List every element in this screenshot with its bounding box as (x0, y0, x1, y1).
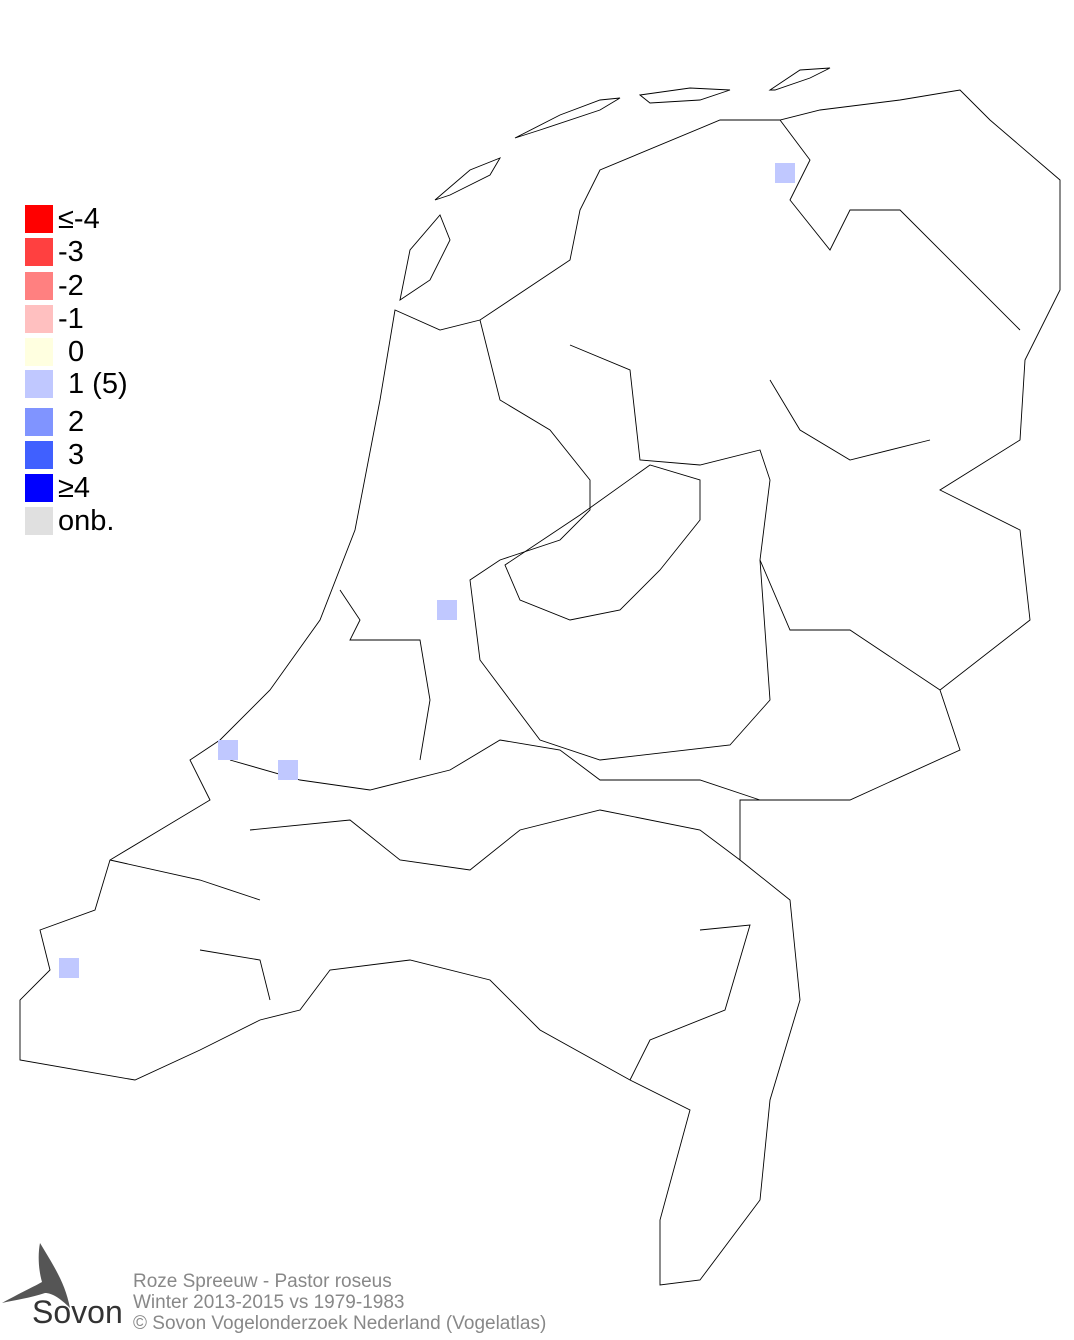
legend-item: ≥4 (25, 472, 165, 504)
copyright-text: © Sovon Vogelonderzoek Nederland (Vogela… (133, 1313, 547, 1334)
grid-cells (59, 163, 795, 978)
legend-swatch (25, 305, 53, 333)
sovon-swallow-logo (2, 1243, 70, 1308)
legend-item: ≤-4 (25, 203, 165, 235)
legend-swatch (25, 441, 53, 469)
legend-label: ≥4 (58, 472, 91, 504)
legend-swatch (25, 370, 53, 398)
ijsselmeer-shore (469, 319, 771, 761)
mainland-outline (19, 89, 1061, 1286)
legend-swatch (25, 474, 53, 502)
legend-label: 1 (5) (68, 368, 128, 400)
legend-swatch (25, 272, 53, 300)
species-title: Roze Spreeuw - Pastor roseus (133, 1271, 392, 1292)
legend-swatch (25, 408, 53, 436)
grid-cell[interactable] (775, 163, 795, 183)
grid-cell[interactable] (59, 958, 79, 978)
legend-item: 1 (5) (25, 368, 165, 400)
legend-swatch (25, 238, 53, 266)
legend-label: -2 (58, 270, 84, 302)
legend-item: 2 (25, 406, 165, 438)
legend-item: onb. (25, 505, 165, 537)
logo-text: Sovon (32, 1294, 123, 1330)
legend-label: -3 (58, 236, 84, 268)
legend-item: -2 (25, 270, 165, 302)
grid-cell[interactable] (218, 740, 238, 760)
legend-label: -1 (58, 303, 84, 335)
legend-label: 3 (68, 439, 85, 471)
grid-cell[interactable] (278, 760, 298, 780)
legend-label: 2 (68, 406, 85, 438)
wadden-islands (399, 67, 831, 301)
legend-label: 0 (68, 336, 85, 368)
grid-cell[interactable] (437, 600, 457, 620)
legend-swatch (25, 507, 53, 535)
legend-item: -3 (25, 236, 165, 268)
legend-label: ≤-4 (58, 203, 100, 235)
legend-item: 0 (25, 336, 165, 368)
legend-label: onb. (58, 505, 115, 537)
province-borders (109, 119, 1021, 1081)
flevoland-outline (504, 464, 701, 621)
legend-swatch (25, 338, 53, 366)
map-caption: Roze Spreeuw - Pastor roseus Winter 2013… (133, 1271, 546, 1334)
period-text: Winter 2013-2015 vs 1979-1983 (133, 1292, 405, 1313)
legend-swatch (25, 205, 53, 233)
legend-item: 3 (25, 439, 165, 471)
map-outlines (19, 67, 1061, 1286)
legend-item: -1 (25, 303, 165, 335)
